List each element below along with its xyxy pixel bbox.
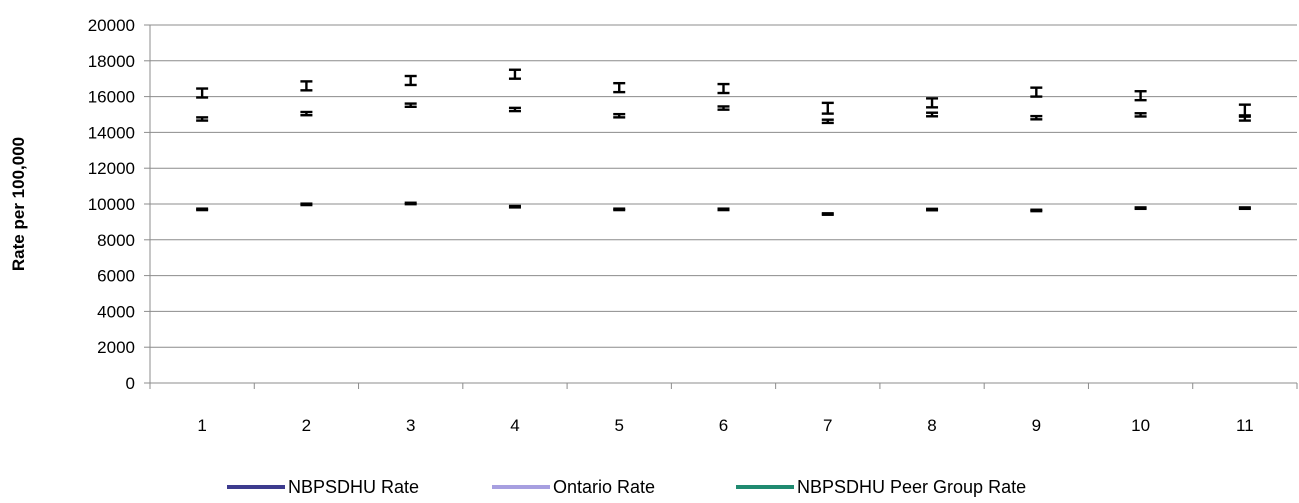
y-tick-labels: 0 2000 4000 6000 8000 10000 12000 14000 16000 180…	[88, 16, 135, 393]
x-tick-label: 4	[510, 416, 519, 435]
error-bar-point	[613, 81, 626, 94]
y-tick-label: 6000	[97, 267, 135, 286]
error-bar-point	[1030, 86, 1043, 98]
error-bar-point	[926, 111, 939, 118]
legend-item: Ontario Rate	[492, 477, 655, 497]
y-tick-label: 18000	[88, 52, 135, 71]
error-bar-point	[717, 82, 730, 95]
x-tick-label: 7	[823, 416, 832, 435]
error-bar-point	[821, 118, 834, 125]
error-bar-point	[196, 87, 209, 99]
error-bar-point	[1134, 112, 1147, 118]
error-bar-point	[300, 202, 313, 207]
data-marks	[196, 68, 1251, 216]
x-tick-labels: 1 2 3 4 5 6 7 8 9 10 11	[197, 416, 1253, 435]
gridlines	[150, 24, 1297, 384]
error-bar-point	[926, 97, 939, 109]
x-tick-label: 11	[1236, 416, 1254, 435]
error-bar-point	[926, 207, 939, 212]
y-tick-label: 20000	[88, 16, 135, 35]
error-bar-point	[1030, 208, 1043, 213]
axes	[144, 24, 1298, 389]
y-tick-label: 8000	[97, 231, 135, 250]
y-tick-label: 16000	[88, 88, 135, 107]
error-bar-point	[404, 74, 417, 87]
x-tick-label: 10	[1131, 416, 1150, 435]
x-tick-label: 9	[1032, 416, 1041, 435]
error-bar-point	[1030, 114, 1043, 121]
legend-item: NBPSDHU Rate	[227, 477, 419, 497]
y-tick-label: 4000	[97, 302, 135, 321]
x-tick-label: 8	[927, 416, 936, 435]
error-bar-point	[1238, 115, 1251, 122]
legend-label: Ontario Rate	[553, 477, 655, 497]
error-bar-point	[613, 207, 626, 212]
error-bar-point	[1238, 206, 1251, 211]
error-bar-point	[508, 68, 521, 80]
legend-label: NBPSDHU Rate	[288, 477, 419, 497]
error-bar-point	[1134, 90, 1147, 102]
error-bar-point	[821, 212, 834, 216]
legend: NBPSDHU Rate Ontario Rate NBPSDHU Peer Gro…	[227, 477, 1026, 497]
error-bar-point	[717, 207, 730, 212]
error-bar-point	[821, 101, 834, 115]
y-tick-label: 10000	[88, 195, 135, 214]
error-bar-point	[196, 116, 209, 122]
x-tick-label: 5	[614, 416, 623, 435]
error-bar-point	[508, 204, 521, 209]
y-axis-title: Rate per 100,000	[9, 137, 28, 271]
error-bar-point	[196, 207, 209, 212]
error-bar-point	[300, 80, 313, 92]
legend-item: NBPSDHU Peer Group Rate	[736, 477, 1026, 497]
x-tick-label: 3	[406, 416, 415, 435]
y-tick-label: 0	[126, 374, 135, 393]
error-bar-point	[508, 106, 521, 113]
legend-label: NBPSDHU Peer Group Rate	[797, 477, 1026, 497]
y-tick-label: 2000	[97, 338, 135, 357]
x-tick-label: 1	[197, 416, 206, 435]
x-tick-label: 2	[302, 416, 311, 435]
error-bar-point	[404, 201, 417, 206]
y-tick-label: 12000	[88, 159, 135, 178]
y-tick-label: 14000	[88, 123, 135, 142]
error-bar-point	[717, 105, 730, 111]
error-bar-point	[300, 110, 313, 117]
error-bar-point	[1238, 103, 1251, 117]
error-bar-point	[1134, 206, 1147, 211]
error-bar-point	[404, 102, 417, 109]
x-tick-label: 6	[719, 416, 728, 435]
error-bar-point	[613, 112, 626, 119]
